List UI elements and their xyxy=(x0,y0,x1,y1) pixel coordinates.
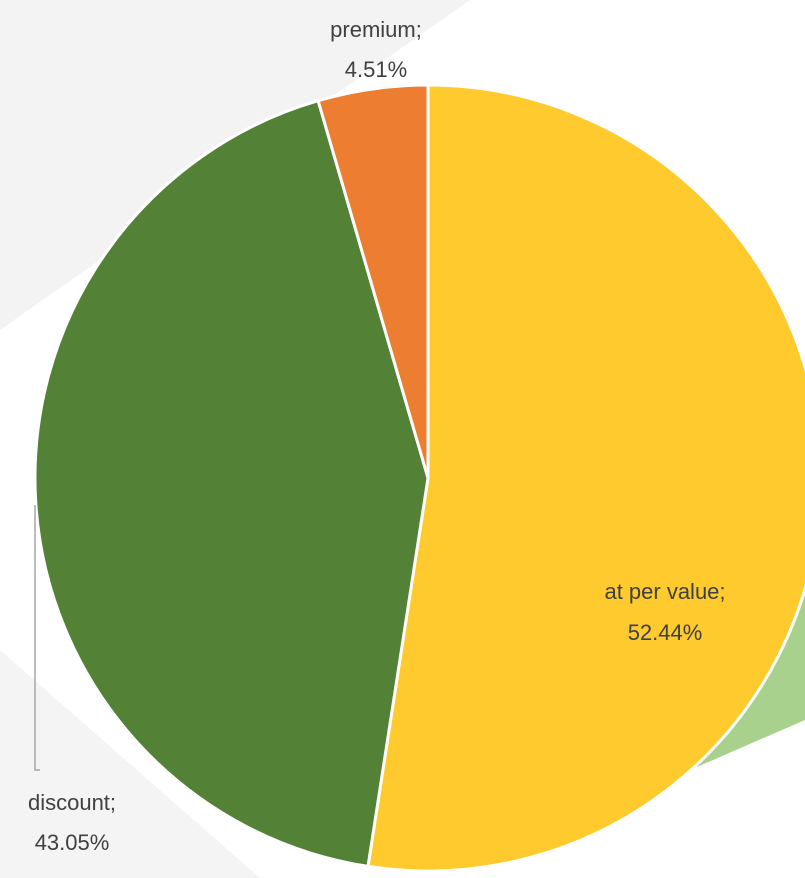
pie-slice-premium xyxy=(316,83,430,480)
pie-slices xyxy=(33,83,805,873)
label-discount-percent: 43.05% xyxy=(35,830,110,855)
pie-slice-discount xyxy=(33,99,430,868)
label-premium-percent: 4.51% xyxy=(345,57,407,82)
label-premium: premium; xyxy=(330,17,422,42)
label-discount: discount; xyxy=(28,790,116,815)
label-at-per-value: at per value; xyxy=(604,579,725,604)
pie-slice-at-per-value xyxy=(366,83,805,873)
discount-leader-line xyxy=(34,505,40,771)
label-at-per-value-percent: 52.44% xyxy=(628,620,703,645)
background-shape-bottom-left xyxy=(0,650,260,878)
